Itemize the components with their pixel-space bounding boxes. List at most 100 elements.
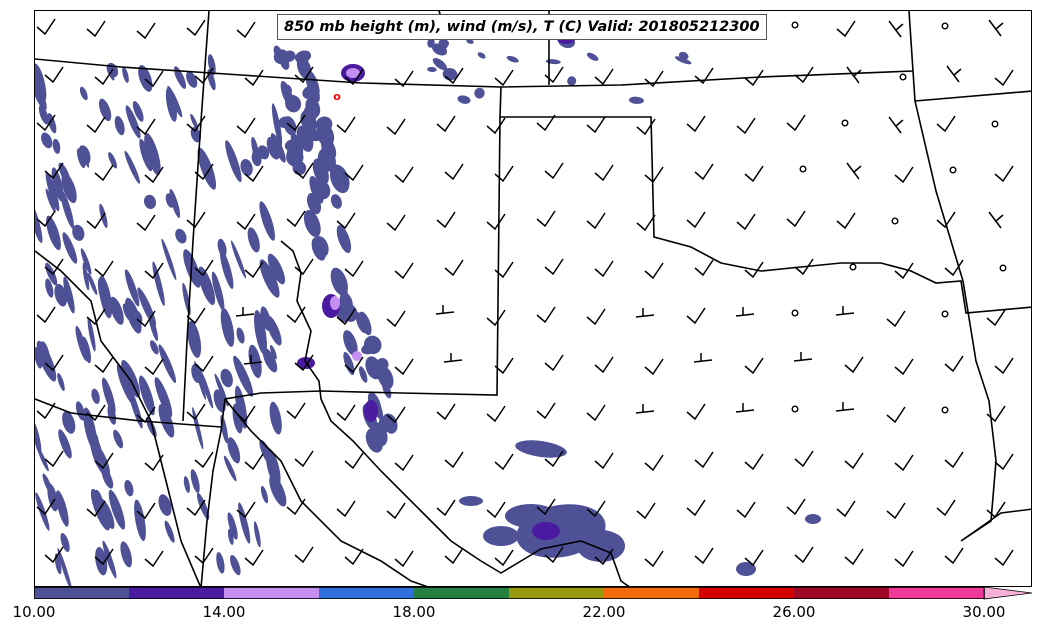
colorbar-segment: [414, 587, 510, 599]
wind-barb: [494, 453, 514, 471]
calm-wind-marker: [941, 22, 949, 30]
map-canvas: o: [35, 11, 1031, 586]
wind-barb: [544, 354, 564, 372]
temperature-patch: [98, 98, 112, 122]
colorbar-extension: [983, 587, 1033, 600]
temperature-patch: [247, 227, 260, 253]
wind-barb: [344, 548, 364, 566]
wind-barb: [243, 355, 263, 365]
wind-barb: [644, 550, 664, 568]
wind-barb: [44, 546, 64, 564]
wind-barb: [786, 114, 806, 132]
wind-barb: [136, 214, 156, 232]
wind-barb: [586, 404, 606, 422]
temperature-patch: [260, 485, 269, 504]
temperature-patch: [506, 55, 519, 63]
wind-barb: [794, 546, 814, 564]
temperature-patch: [505, 504, 557, 528]
wind-barb: [494, 165, 514, 183]
temperature-patch: [125, 297, 142, 334]
colorbar-segment: [604, 587, 700, 599]
colorbar-outline: [34, 587, 985, 599]
wind-barb: [494, 549, 514, 567]
wind-barb: [443, 353, 463, 363]
wind-barb: [394, 358, 414, 376]
wind-barb: [894, 262, 914, 280]
wind-barb: [794, 66, 814, 84]
wind-barb: [436, 115, 456, 133]
wind-barb: [236, 213, 256, 231]
wind-barb: [936, 115, 956, 133]
temperature-patch: [197, 147, 217, 190]
wind-barb: [94, 164, 114, 182]
temperature-patch: [190, 127, 201, 143]
wind-barb: [386, 310, 406, 328]
temperature-patch: [532, 522, 560, 540]
boundary-line: [960, 280, 1031, 542]
wind-barb: [694, 547, 714, 565]
temperature-patch: [174, 66, 187, 89]
wind-barb: [544, 546, 564, 564]
temperature-patch: [95, 546, 108, 576]
temperature-patch: [190, 469, 200, 494]
wind-barb: [36, 306, 56, 324]
wind-barb: [286, 306, 306, 324]
wind-barb: [294, 258, 314, 276]
wind-barb: [694, 67, 714, 85]
colorbar-segment: [889, 587, 985, 599]
temperature-patch: [196, 492, 210, 520]
temperature-patch: [227, 437, 241, 464]
temperature-patch: [483, 526, 519, 546]
wind-barb: [36, 210, 56, 228]
wind-barb: [194, 547, 214, 565]
wind-barb: [894, 550, 914, 568]
wind-barb: [894, 454, 914, 472]
wind-barb: [486, 117, 506, 135]
wind-barb: [586, 116, 606, 134]
wind-barb: [86, 20, 106, 38]
wind-barb: [344, 164, 364, 182]
temperature-patch: [175, 228, 187, 244]
temperature-patch: [45, 278, 54, 298]
wind-barb: [586, 212, 606, 230]
temperature-patch: [259, 259, 280, 298]
wind-barb: [644, 358, 664, 376]
calm-wind-marker: [999, 264, 1007, 272]
wind-barb: [344, 260, 364, 278]
wind-barb: [186, 307, 206, 325]
wind-barb: [186, 499, 206, 517]
temperature-patch: [259, 201, 276, 241]
temperature-patch: [152, 261, 165, 306]
colorbar-tick-label: 26.00: [772, 603, 816, 621]
wind-barb: [994, 453, 1014, 471]
wind-barb: [444, 67, 464, 85]
temperature-patch: [79, 86, 88, 101]
temperature-patch: [87, 317, 96, 352]
boundary-line: [35, 250, 202, 586]
wind-barb: [536, 114, 556, 132]
temperature-patch: [269, 345, 277, 360]
wind-barb: [394, 550, 414, 568]
temperature-patch: [144, 132, 161, 176]
temperature-patch: [216, 552, 225, 574]
wind-barb: [635, 308, 655, 318]
wind-barb: [636, 118, 656, 136]
temperature-patch: [346, 68, 360, 78]
wind-barb: [444, 259, 464, 277]
wind-barb: [336, 212, 356, 230]
temperature-patch: [343, 351, 355, 376]
wind-barb: [736, 213, 756, 231]
wind-barb: [846, 66, 862, 84]
wind-barb: [44, 258, 64, 276]
wind-barb: [946, 65, 962, 83]
wind-barb: [836, 500, 856, 518]
temperature-patch: [427, 66, 437, 73]
wind-barb: [386, 502, 406, 520]
wind-barb: [94, 356, 114, 374]
wind-barb-layer: [36, 18, 1014, 568]
wind-barb: [44, 162, 64, 180]
wind-barb: [286, 402, 306, 420]
temperature-fill-layer: [35, 16, 821, 586]
temperature-patch: [127, 385, 143, 429]
wind-barb: [644, 166, 664, 184]
